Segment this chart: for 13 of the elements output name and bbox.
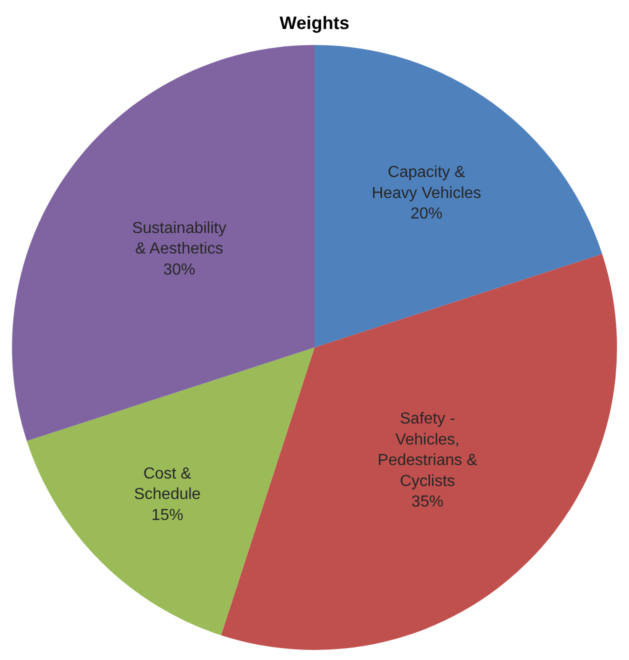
data-label: 20% [410,206,442,223]
data-label: 30% [163,262,196,279]
slice-label: Sustainability & Aesthetics [132,220,226,258]
chart-title: Weights [280,13,350,34]
slice-label: Cost & Schedule [134,465,201,504]
slice-label: Capacity & Heavy Vehicles [372,164,482,202]
data-label: 15% [151,506,184,524]
pie-slice [26,348,314,636]
pie-slice [12,45,314,441]
pie-slice [314,45,602,348]
pie-slice [221,254,617,650]
slice-label: Safety - Vehicles, Pedestrians & Cyclists [378,410,478,490]
data-label: 35% [411,494,444,511]
